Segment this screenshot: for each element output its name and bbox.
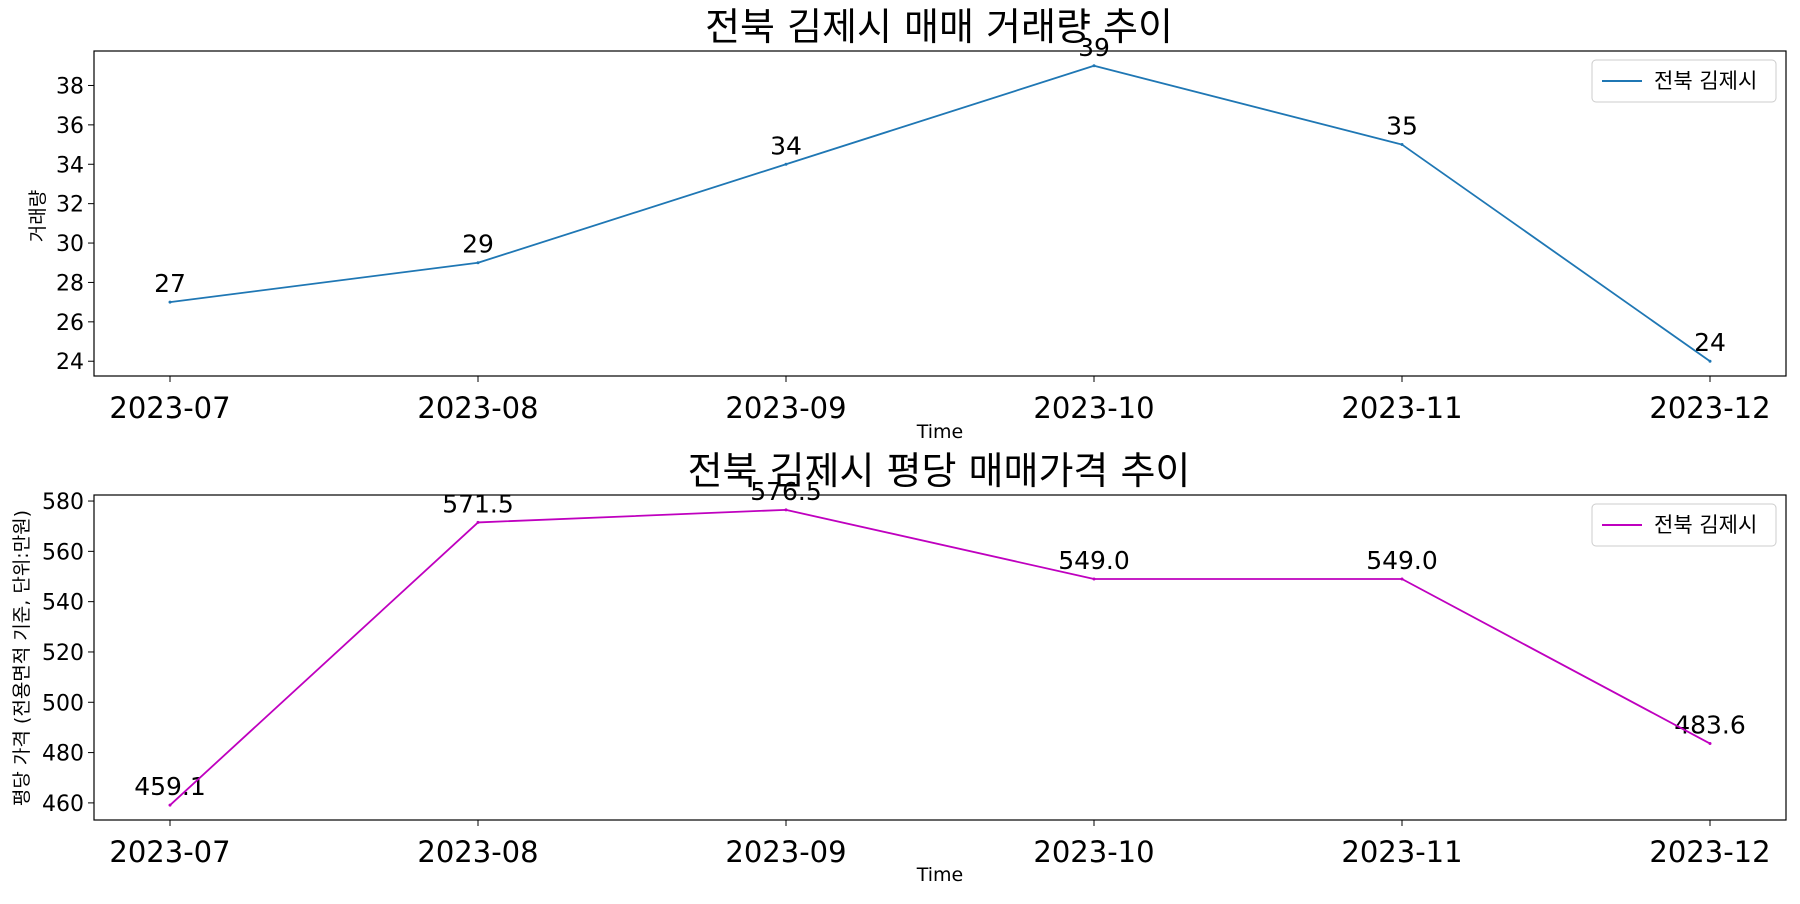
x-axis-label: Time (916, 864, 964, 886)
plot-frame (93, 494, 1787, 821)
x-axis-label: Time (916, 421, 964, 443)
data-point (168, 300, 172, 304)
data-label: 24 (1694, 328, 1726, 357)
y-axis-label: 거래량 (27, 190, 49, 242)
x-tick-label: 2023-11 (1341, 835, 1462, 869)
data-point (1708, 359, 1712, 363)
data-label: 39 (1078, 33, 1110, 62)
chart-legend: 전북 김제시 (1591, 59, 1777, 103)
y-tick-label: 30 (56, 232, 84, 257)
data-label: 571.5 (442, 489, 514, 518)
y-tick-label: 520 (42, 641, 84, 666)
data-point (1092, 64, 1096, 68)
data-point (1708, 742, 1712, 746)
x-tick-label: 2023-08 (417, 391, 538, 425)
y-tick-label: 38 (56, 74, 84, 99)
y-tick-label: 34 (56, 153, 84, 178)
y-tick-label: 500 (42, 691, 84, 716)
x-tick-label: 2023-07 (109, 391, 230, 425)
legend-box (1591, 59, 1777, 103)
data-labels: 459.1 571.5 576.5 549.0 549.0 483.6 (134, 477, 1746, 801)
x-tick-label: 2023-10 (1033, 835, 1154, 869)
y-tick-label: 540 (42, 591, 84, 616)
x-tick-labels: 2023-07 2023-08 2023-09 2023-10 2023-11 … (109, 391, 1770, 425)
data-label: 35 (1386, 112, 1418, 141)
legend-entry-label: 전북 김제시 (1654, 513, 1757, 537)
price-chart: 전북 김제시 평당 매매가격 추이 Time 평당 가격 (전용면적 기준, 단… (11, 449, 1787, 886)
data-label: 483.6 (1674, 711, 1746, 740)
plot-frame (93, 50, 1787, 377)
x-tick-label: 2023-09 (725, 835, 846, 869)
y-tick-labels: 24 26 28 30 32 34 36 38 (56, 74, 84, 375)
data-label: 27 (154, 269, 186, 298)
y-tick-label: 480 (42, 742, 84, 767)
data-point (784, 508, 788, 512)
data-label: 29 (462, 230, 494, 259)
volume-chart: 전북 김제시 매매 거래량 추이 Time 거래량 24 26 28 30 32… (27, 5, 1787, 443)
data-labels: 27 29 34 39 35 24 (154, 33, 1726, 357)
x-tick-label: 2023-09 (725, 391, 846, 425)
data-point (476, 261, 480, 265)
y-tick-label: 32 (56, 193, 84, 218)
x-tick-label: 2023-12 (1649, 391, 1770, 425)
chart-legend: 전북 김제시 (1591, 503, 1777, 547)
x-tick-label: 2023-08 (417, 835, 538, 869)
data-point (784, 162, 788, 166)
data-point (1092, 577, 1096, 581)
series-line (169, 508, 1711, 806)
y-axis-label: 평당 가격 (전용면적 기준, 단위:만원) (11, 510, 33, 806)
y-tick-label: 460 (42, 792, 84, 817)
data-point (476, 520, 480, 524)
y-tick-labels: 460 480 500 520 540 560 580 (42, 490, 84, 817)
y-tick-label: 580 (42, 490, 84, 515)
series-line (169, 64, 1711, 362)
x-tick-label: 2023-11 (1341, 391, 1462, 425)
chart-title: 전북 김제시 매매 거래량 추이 (705, 5, 1173, 49)
data-label: 459.1 (134, 772, 206, 801)
x-tick-labels: 2023-07 2023-08 2023-09 2023-10 2023-11 … (109, 835, 1770, 869)
data-point (168, 803, 172, 807)
legend-entry-label: 전북 김제시 (1654, 69, 1757, 93)
x-tick-label: 2023-10 (1033, 391, 1154, 425)
data-point (1400, 143, 1404, 147)
y-tick-label: 24 (56, 350, 84, 375)
y-tick-label: 36 (56, 114, 84, 139)
data-label: 34 (770, 131, 802, 160)
data-label: 549.0 (1058, 546, 1130, 575)
y-tick-label: 26 (56, 311, 84, 336)
y-tick-label: 28 (56, 271, 84, 296)
chart-title: 전북 김제시 평당 매매가격 추이 (688, 449, 1191, 493)
data-label: 549.0 (1366, 546, 1438, 575)
data-point (1400, 577, 1404, 581)
x-tick-label: 2023-12 (1649, 835, 1770, 869)
legend-box (1591, 503, 1777, 547)
data-label: 576.5 (750, 477, 822, 506)
y-tick-label: 560 (42, 540, 84, 565)
x-tick-label: 2023-07 (109, 835, 230, 869)
